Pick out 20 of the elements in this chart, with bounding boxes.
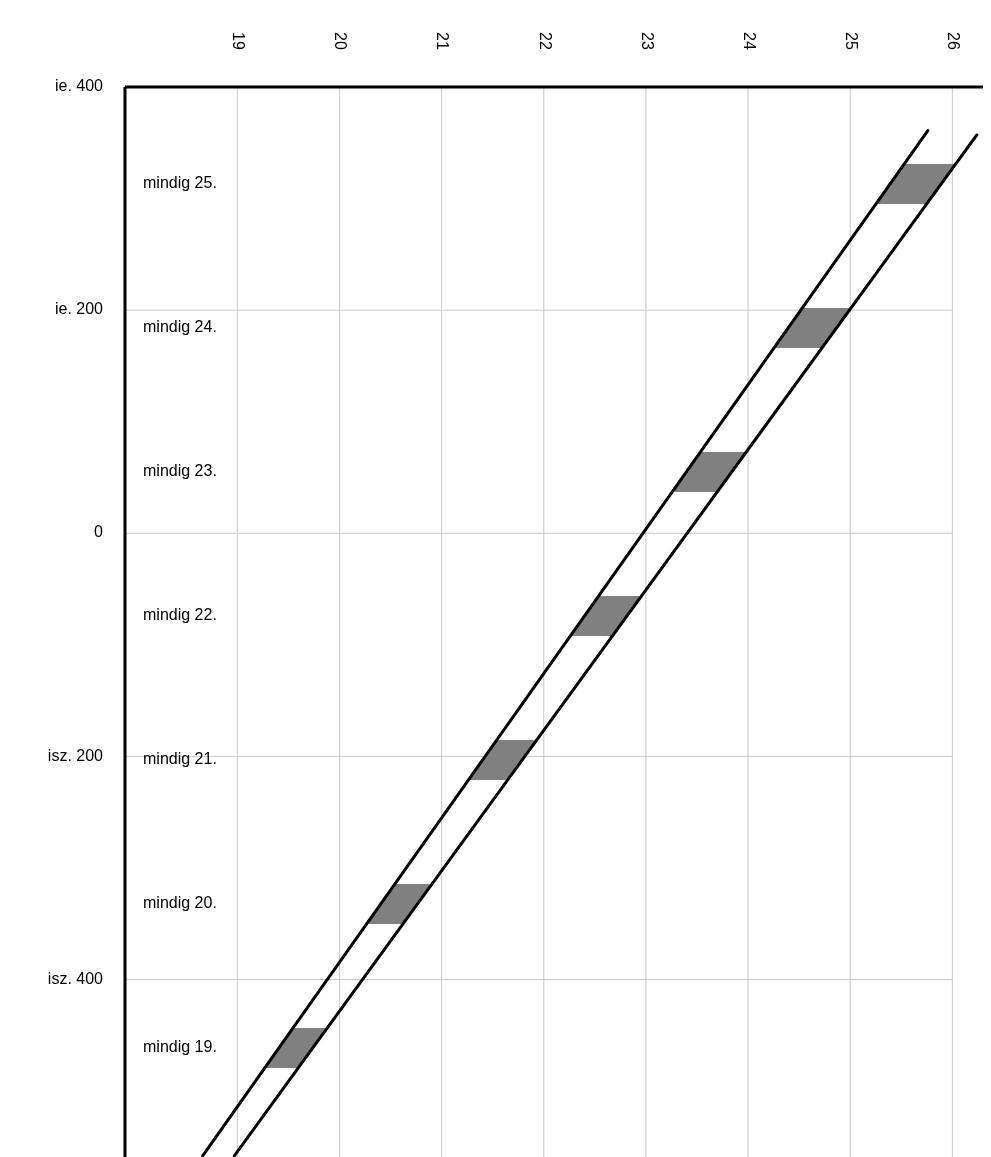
y-tick-label: isz. 400	[47, 969, 104, 987]
x-tick-label: 23	[638, 32, 656, 50]
annotation: mindig 20.	[143, 894, 217, 912]
x-tick-label: 19	[230, 32, 248, 50]
y-tick-label: ie. 200	[54, 300, 104, 318]
y-tick-label: ie. 400	[54, 77, 104, 95]
x-tick-label: 24	[740, 32, 758, 50]
annotation: mindig 25.	[143, 174, 217, 192]
annotation: mindig 19.	[143, 1038, 217, 1056]
annotation: mindig 22.	[143, 606, 217, 624]
y-tick-label: isz. 200	[47, 746, 104, 764]
y-tick-label: 0	[94, 523, 104, 541]
x-tick-label: 21	[434, 32, 452, 50]
annotation: mindig 23.	[143, 462, 217, 480]
annotation: mindig 24.	[143, 318, 217, 336]
x-tick-label: 22	[536, 32, 554, 50]
x-tick-label: 25	[842, 32, 860, 50]
x-tick-label: 26	[945, 32, 963, 50]
annotation: mindig 21.	[143, 750, 217, 768]
x-tick-label: 20	[332, 32, 350, 50]
